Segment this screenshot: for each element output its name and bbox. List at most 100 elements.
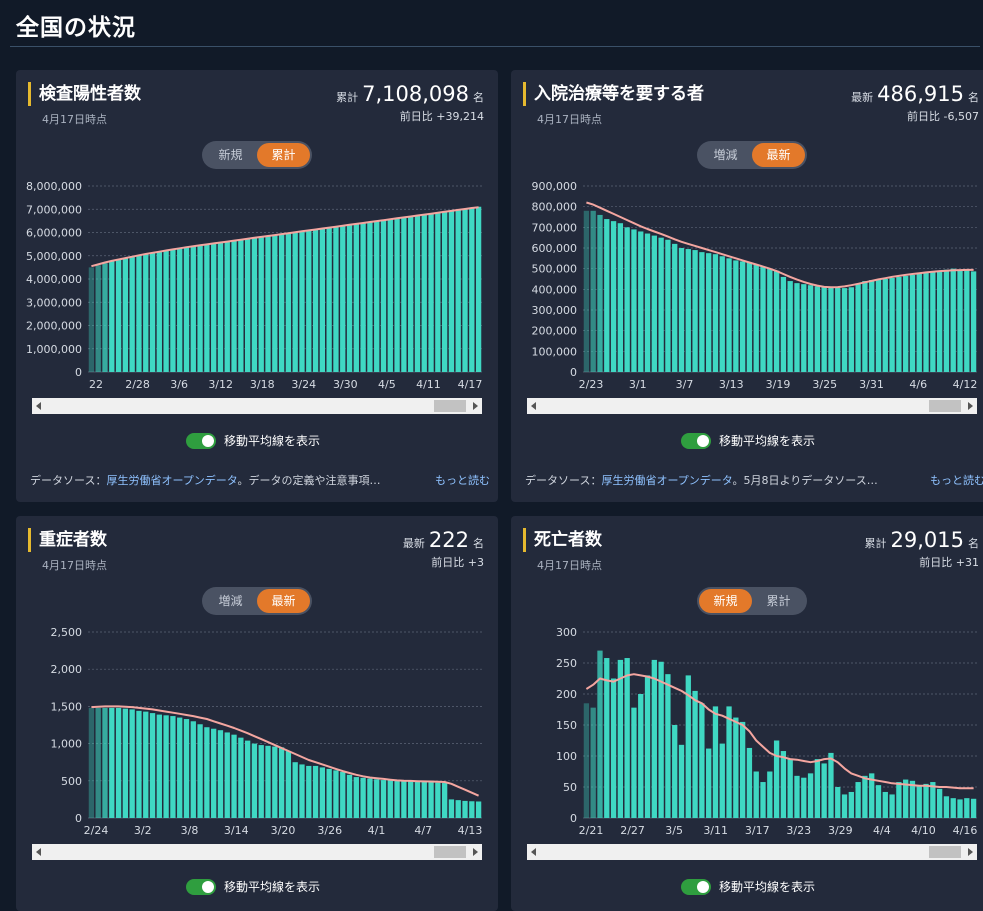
- bar[interactable]: [801, 284, 807, 372]
- bar[interactable]: [617, 223, 624, 372]
- bar[interactable]: [665, 674, 671, 818]
- bar[interactable]: [238, 239, 244, 372]
- bar[interactable]: [712, 706, 719, 818]
- bar[interactable]: [882, 791, 888, 818]
- bar[interactable]: [733, 260, 739, 372]
- bar[interactable]: [156, 251, 162, 372]
- bar[interactable]: [177, 248, 183, 372]
- bar[interactable]: [312, 229, 319, 372]
- bar[interactable]: [224, 732, 230, 818]
- bar[interactable]: [699, 252, 705, 372]
- bar[interactable]: [265, 745, 271, 818]
- bar[interactable]: [190, 246, 196, 372]
- toggle-option-change[interactable]: 増減: [713, 148, 738, 162]
- bar[interactable]: [333, 770, 339, 818]
- bar[interactable]: [631, 707, 637, 818]
- bar[interactable]: [380, 780, 387, 818]
- bar[interactable]: [726, 706, 732, 818]
- bar[interactable]: [597, 214, 603, 372]
- scroll-thumb[interactable]: [929, 400, 961, 412]
- scroll-right-icon[interactable]: [473, 402, 478, 410]
- bar[interactable]: [122, 708, 129, 818]
- bar[interactable]: [95, 707, 101, 818]
- bar[interactable]: [746, 262, 753, 372]
- bar[interactable]: [312, 765, 319, 818]
- bar[interactable]: [251, 743, 258, 818]
- scroll-right-icon[interactable]: [473, 848, 478, 856]
- bar[interactable]: [848, 287, 854, 372]
- toggle-switch-icon[interactable]: [681, 878, 711, 895]
- bar[interactable]: [340, 225, 346, 372]
- mode-toggle[interactable]: 新規 累計: [202, 141, 312, 169]
- bar[interactable]: [773, 270, 780, 372]
- bar[interactable]: [435, 212, 441, 372]
- toggle-option-new[interactable]: 新規: [218, 148, 243, 162]
- bar[interactable]: [617, 659, 624, 818]
- bar[interactable]: [319, 767, 326, 818]
- bar[interactable]: [353, 777, 359, 818]
- bar[interactable]: [197, 724, 203, 818]
- bar[interactable]: [739, 261, 746, 372]
- bar[interactable]: [909, 274, 916, 372]
- bar[interactable]: [190, 721, 196, 818]
- bar[interactable]: [658, 237, 664, 372]
- bar[interactable]: [469, 801, 475, 818]
- scroll-thumb[interactable]: [434, 846, 466, 858]
- bar[interactable]: [475, 206, 482, 372]
- bar[interactable]: [855, 782, 861, 818]
- bar[interactable]: [597, 650, 603, 818]
- bar[interactable]: [374, 221, 380, 372]
- bar[interactable]: [217, 242, 224, 372]
- bar[interactable]: [903, 779, 909, 818]
- bar[interactable]: [149, 252, 156, 372]
- scroll-left-icon[interactable]: [36, 402, 41, 410]
- bar[interactable]: [177, 717, 183, 818]
- toggle-option-change[interactable]: 増減: [218, 594, 243, 608]
- bar[interactable]: [217, 730, 224, 818]
- read-more-link[interactable]: もっと読む: [429, 472, 490, 488]
- chart-scrollbar[interactable]: [32, 398, 482, 414]
- bar[interactable]: [821, 763, 827, 818]
- bar[interactable]: [183, 719, 190, 818]
- bar[interactable]: [882, 279, 888, 372]
- bar[interactable]: [129, 256, 135, 372]
- mode-toggle[interactable]: 増減 最新: [202, 587, 312, 615]
- bar[interactable]: [414, 781, 421, 818]
- bar[interactable]: [746, 747, 753, 818]
- bar[interactable]: [889, 794, 895, 818]
- bar[interactable]: [258, 236, 264, 372]
- bar[interactable]: [604, 219, 610, 372]
- bar[interactable]: [414, 215, 421, 372]
- bar[interactable]: [835, 287, 841, 372]
- source-link[interactable]: 厚生労働省オープンデータ: [106, 474, 238, 487]
- bar[interactable]: [285, 751, 292, 818]
- bar[interactable]: [828, 752, 834, 818]
- bar[interactable]: [448, 210, 455, 372]
- moving-average-toggle[interactable]: 移動平均線を表示: [186, 878, 320, 895]
- bar[interactable]: [88, 267, 95, 372]
- bar[interactable]: [610, 221, 617, 372]
- bar[interactable]: [719, 256, 725, 372]
- bar[interactable]: [272, 235, 278, 372]
- read-more-link[interactable]: もっと読む: [924, 472, 983, 488]
- bar[interactable]: [651, 235, 657, 372]
- bar[interactable]: [469, 207, 475, 372]
- toggle-option-cumulative[interactable]: 累計: [257, 143, 310, 167]
- bar[interactable]: [401, 780, 407, 818]
- bar[interactable]: [916, 785, 922, 818]
- bar[interactable]: [957, 799, 963, 818]
- bar[interactable]: [408, 216, 414, 372]
- bar[interactable]: [672, 243, 678, 372]
- bar[interactable]: [624, 227, 630, 372]
- bar[interactable]: [346, 224, 353, 372]
- bar[interactable]: [136, 255, 142, 372]
- bar[interactable]: [421, 214, 427, 372]
- bar[interactable]: [156, 714, 162, 818]
- bar[interactable]: [455, 209, 461, 372]
- bar[interactable]: [163, 250, 169, 372]
- scroll-thumb[interactable]: [929, 846, 961, 858]
- bar[interactable]: [875, 279, 882, 372]
- bar[interactable]: [773, 740, 780, 819]
- bar[interactable]: [319, 228, 326, 372]
- bar[interactable]: [699, 703, 705, 818]
